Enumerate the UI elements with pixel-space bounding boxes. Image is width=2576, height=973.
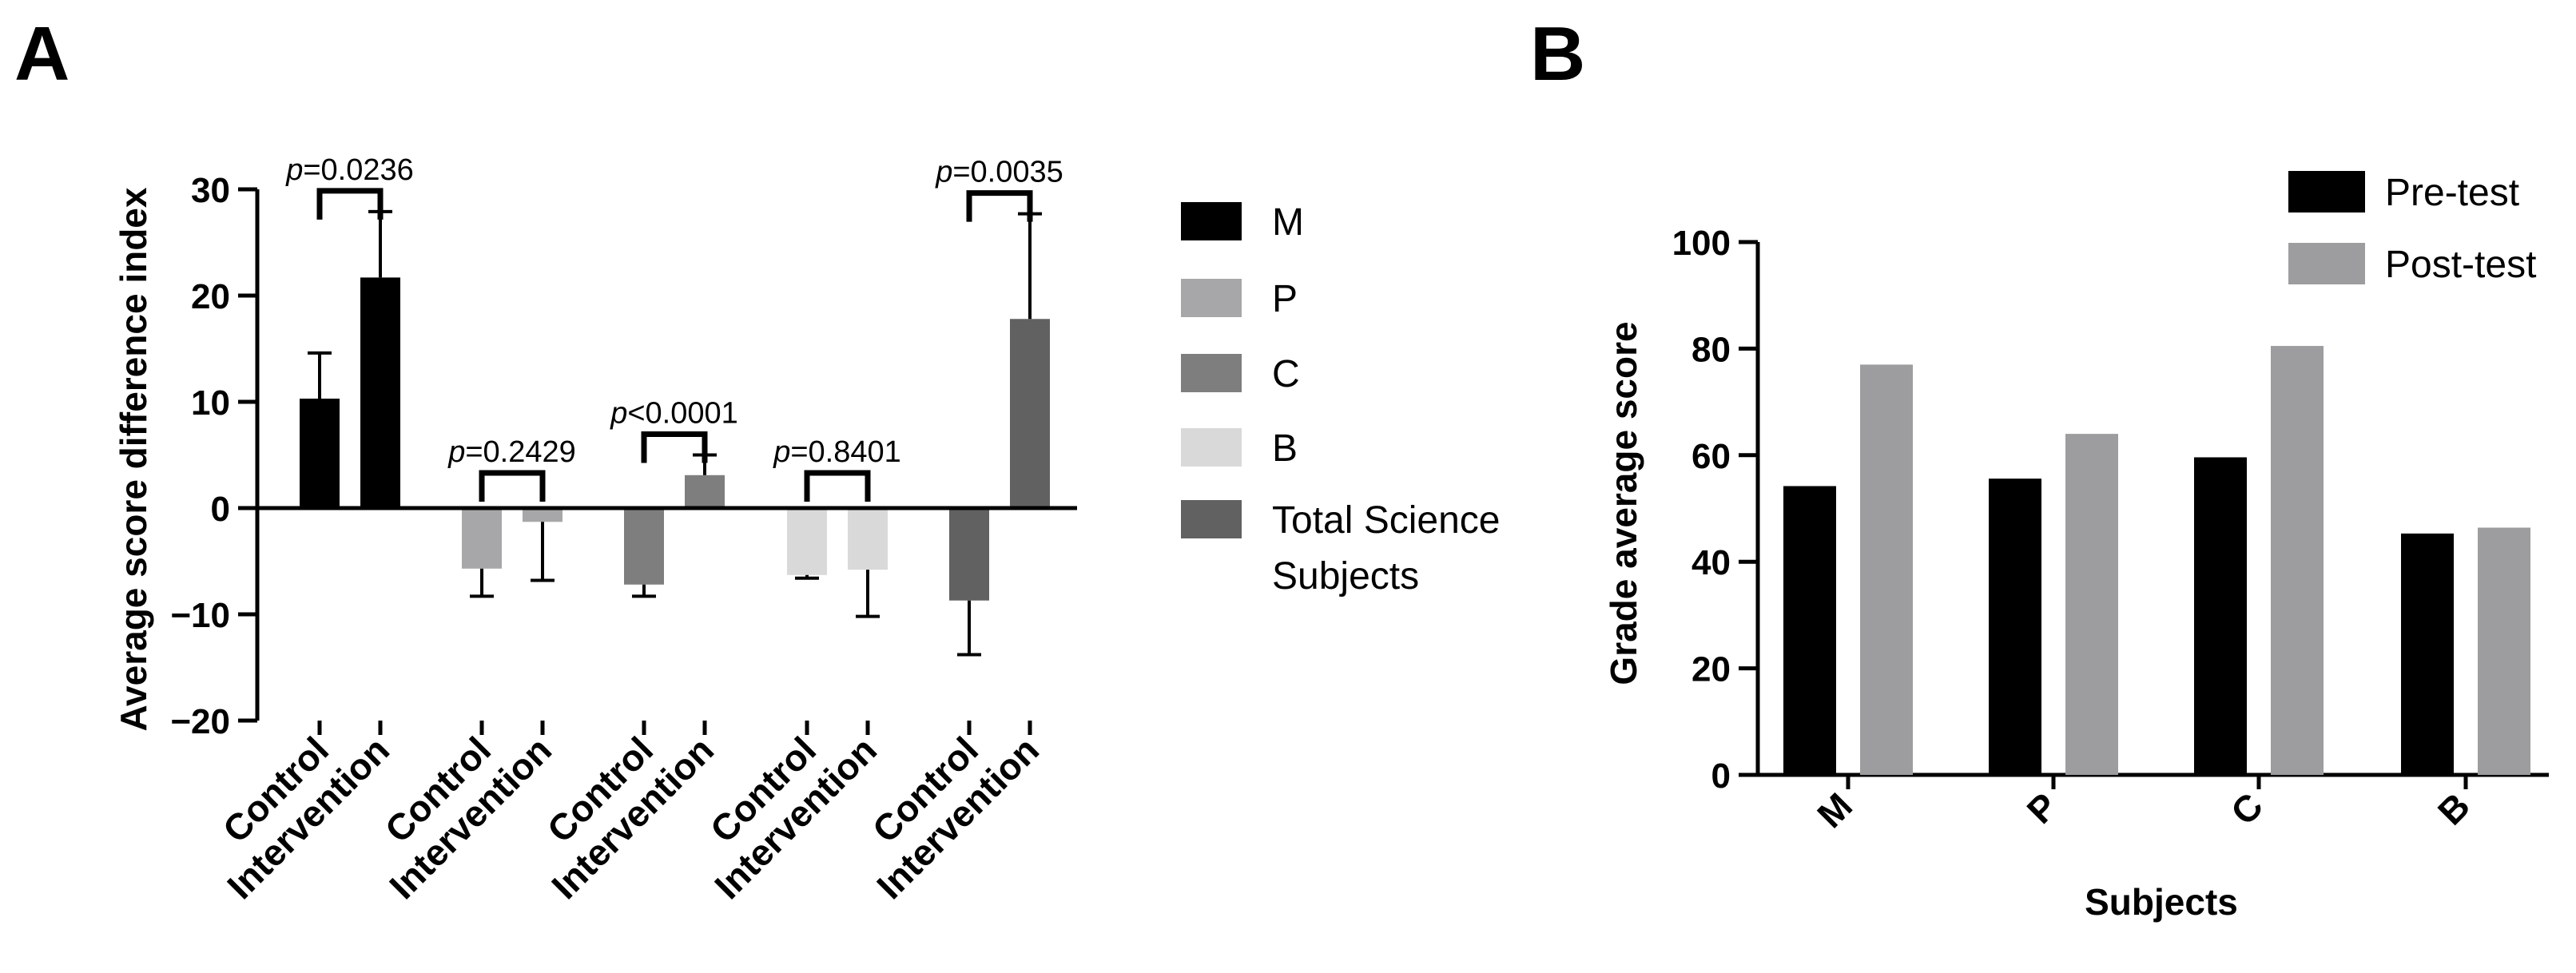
p-value-number: =0.0035 (952, 156, 1063, 189)
panel-a-p-value: p<0.0001 (610, 397, 738, 431)
panel-b-legend: Pre-test Post-test (2288, 171, 2536, 286)
panel-a-y-tick-label: 10 (191, 383, 230, 423)
panel-a-bar-C-intervention (685, 475, 725, 508)
p-value-symbol: p (447, 435, 465, 469)
p-value-symbol: p (610, 397, 627, 431)
panel-b-letter: B (1530, 11, 1585, 97)
panel-b-y-tick-label: 80 (1691, 330, 1731, 369)
panel-a-legend-swatch-M (1181, 202, 1242, 240)
panel-a-bar-P-control (462, 508, 502, 569)
panel-b-bar-pre-B (2401, 533, 2454, 775)
panel-b-legend-label: Post-test (2385, 244, 2536, 286)
panel-b-y-tick-label: 0 (1711, 757, 1731, 796)
panel-a-legend-label: B (1272, 427, 1298, 470)
panel-a-bar-C-control (624, 508, 664, 585)
panel-a-p-value: p=0.8401 (773, 435, 901, 469)
panel-a-y-tick-label: 30 (191, 171, 230, 210)
panel-a-significance-bracket (316, 188, 384, 220)
panel-a-legend-swatch-P (1181, 279, 1242, 317)
panel-a-legend-swatch-C (1181, 354, 1242, 392)
panel-a-bar-M-intervention (360, 277, 400, 508)
panel-a-bar-M-control (300, 399, 340, 508)
panel-a-y-tick-label: −20 (170, 702, 230, 741)
panel-a-p-value: p=0.0236 (285, 153, 414, 187)
panel-a-bar-B-intervention (848, 508, 888, 570)
p-value-symbol: p (773, 435, 790, 469)
panel-a-p-value: p=0.2429 (447, 435, 576, 469)
panel-b-bar-post-B (2478, 527, 2530, 775)
panel-a-significance-bracket (641, 431, 708, 463)
p-value-symbol: p (285, 153, 303, 187)
panel-a-significance-bracket (966, 190, 1033, 222)
panel-a-significance-bracket (804, 470, 871, 502)
panel-a-legend-label: M (1272, 201, 1304, 244)
panel-a-legend-label: P (1272, 278, 1298, 320)
p-value-symbol: p (935, 156, 952, 189)
p-value-number: =0.2429 (465, 435, 575, 469)
panel-b-bar-pre-C (2194, 457, 2247, 775)
p-value-number: =0.8401 (790, 435, 900, 469)
legend-line-2: Subjects (1272, 555, 1419, 598)
p-value-number: <0.0001 (627, 397, 737, 431)
panel-b-bar-post-M (1860, 364, 1913, 775)
panel-a-y-axis-label: Average score difference index (113, 187, 154, 731)
panel-a-legend-swatch-Total (1181, 500, 1242, 538)
panel-a-letter: A (14, 11, 70, 97)
panel-b-x-axis-label: Subjects (2085, 881, 2238, 923)
panel-b-bar-post-C (2271, 346, 2324, 775)
panel-a-bar-Total-control (949, 508, 989, 601)
panel-b-y-tick-label: 60 (1691, 437, 1731, 476)
panel-a-y-tick-label: 0 (211, 490, 230, 529)
legend-line-1: Total Science (1272, 499, 1501, 542)
panel-b-legend-swatch-pre (2288, 171, 2365, 212)
panel-a-bar-B-control (787, 508, 827, 575)
panel-b-bar-post-P (2065, 434, 2118, 775)
panel-a-y-tick-label: −10 (170, 596, 230, 635)
panel-b-legend-swatch-post (2288, 243, 2365, 284)
panel-a-legend-label: C (1272, 353, 1300, 395)
panel-b-y-tick-label: 100 (1672, 224, 1731, 263)
panel-a-y-tick-label: 20 (191, 277, 230, 316)
panel-b-bar-pre-P (1989, 479, 2041, 775)
panel-b-y-axis-label: Grade average score (1603, 321, 1644, 685)
panel-b-bar-pre-M (1783, 486, 1836, 775)
panel-b-legend-label: Pre-test (2385, 172, 2519, 214)
panel-b-y-tick-label: 40 (1691, 543, 1731, 582)
panel-a-bar-Total-intervention (1010, 319, 1050, 508)
panel-a-significance-bracket (479, 470, 546, 502)
p-value-number: =0.0236 (303, 153, 413, 187)
panel-a-legend-label: Total Science Subjects (1272, 499, 1501, 598)
panel-a-p-value: p=0.0035 (935, 156, 1063, 189)
panel-b-y-tick-label: 20 (1691, 650, 1731, 689)
panel-a-legend-swatch-B (1181, 428, 1242, 467)
panel-a-bar-P-intervention (523, 508, 563, 522)
